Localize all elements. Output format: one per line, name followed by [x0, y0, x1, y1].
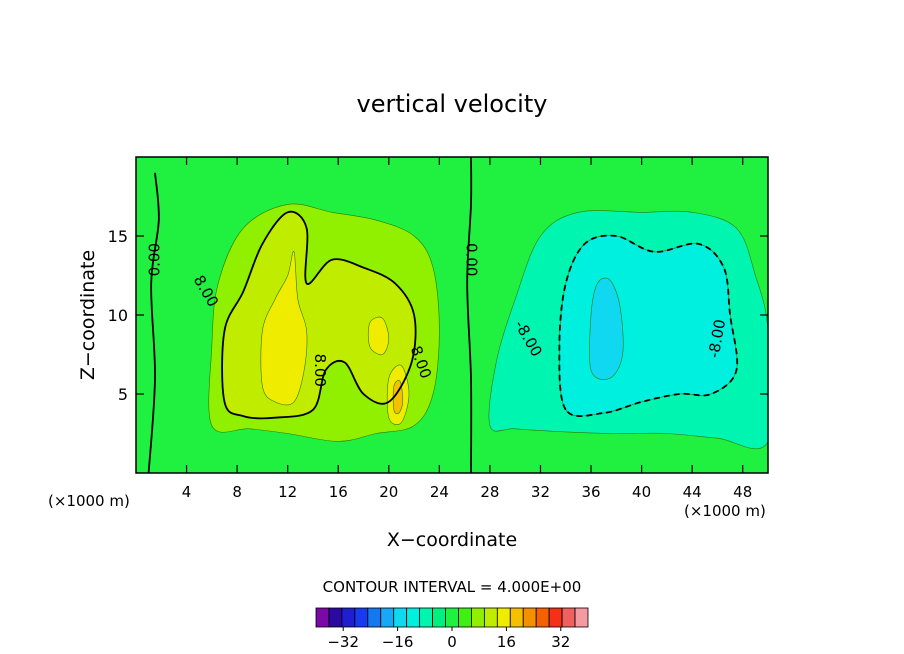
y-tick-label: 5 — [118, 385, 128, 404]
colorbar-swatch — [432, 607, 446, 628]
x-tick-label: 36 — [581, 483, 600, 501]
colorbar-swatch — [522, 607, 537, 628]
colorbar-swatch — [393, 607, 408, 628]
contour-line-1 — [466, 157, 473, 473]
contour-interval-text: CONTOUR INTERVAL = 4.000E+00 — [323, 578, 582, 596]
colorbar-swatch — [483, 607, 498, 628]
colorbar-swatch — [315, 607, 330, 628]
colorbar-swatch — [380, 607, 395, 628]
y-tick-label: 10 — [108, 306, 128, 325]
x-tick-label: 12 — [278, 483, 297, 501]
contour-lines — [147, 157, 739, 473]
colorbar-tick-label: 32 — [551, 633, 570, 651]
chart-title: vertical velocity — [357, 90, 548, 118]
colorbar-swatch — [406, 607, 421, 628]
x-tick-label: 48 — [733, 483, 752, 501]
colorbar-swatch — [561, 607, 576, 628]
y-axis-ticks: 5 10 15 — [108, 227, 768, 404]
x-tick-label: 4 — [182, 483, 192, 501]
colorbar-swatch — [328, 607, 343, 628]
x-axis-ticks: 4 8 12 16 20 24 28 32 36 40 44 48 — [182, 157, 752, 501]
contour-regions — [208, 203, 768, 450]
x-tick-label: 24 — [430, 483, 449, 501]
x-tick-label: 44 — [683, 483, 702, 501]
plot-area: 0.00 0.008.008.00 8.00-8.00 -8.00 — [136, 157, 768, 473]
x-tick-label: 8 — [232, 483, 242, 501]
colorbar-swatch — [341, 607, 356, 628]
y-axis-label: Z−coordinate — [77, 250, 99, 380]
contour-region-3 — [367, 316, 390, 356]
colorbar-swatch — [548, 607, 563, 628]
x-tick-label: 20 — [379, 483, 398, 501]
x-tick-label: 16 — [329, 483, 348, 501]
colorbar-tick-label: −32 — [327, 633, 359, 651]
contour-label-1: 0.00 — [462, 243, 480, 276]
x-tick-label: 28 — [480, 483, 499, 501]
colorbar-swatch — [354, 607, 369, 628]
colorbar-swatch — [419, 607, 433, 628]
colorbar-tick-label: −16 — [382, 633, 414, 651]
contour-line-2 — [221, 210, 417, 420]
contour-line-0 — [147, 172, 160, 473]
x-tick-label: 32 — [531, 483, 550, 501]
contour-region-2 — [260, 251, 308, 406]
colorbar-tick-label: 0 — [447, 633, 457, 651]
colorbar-tick-label: 16 — [497, 633, 516, 651]
colorbar-swatch — [496, 607, 511, 628]
x-tick-label: 40 — [632, 483, 651, 501]
colorbar-swatch — [471, 607, 485, 628]
x-unit-label-left: (×1000 m) — [48, 492, 130, 510]
x-axis-label: X−coordinate — [387, 529, 517, 551]
colorbar: −32 −16 0 16 32 — [315, 607, 589, 651]
colorbar-swatch — [509, 607, 524, 628]
colorbar-swatch — [574, 607, 589, 628]
colorbar-swatch — [458, 607, 472, 628]
y-tick-label: 15 — [108, 227, 128, 246]
colorbar-swatch — [445, 607, 459, 628]
colorbar-swatch — [535, 607, 550, 628]
x-unit-label-right: (×1000 m) — [684, 502, 766, 520]
contour-region-8 — [589, 277, 624, 380]
contour-label-0: 0.00 — [145, 243, 163, 276]
colorbar-swatch — [367, 607, 382, 628]
contour-label-3: 8.00 — [311, 354, 329, 387]
